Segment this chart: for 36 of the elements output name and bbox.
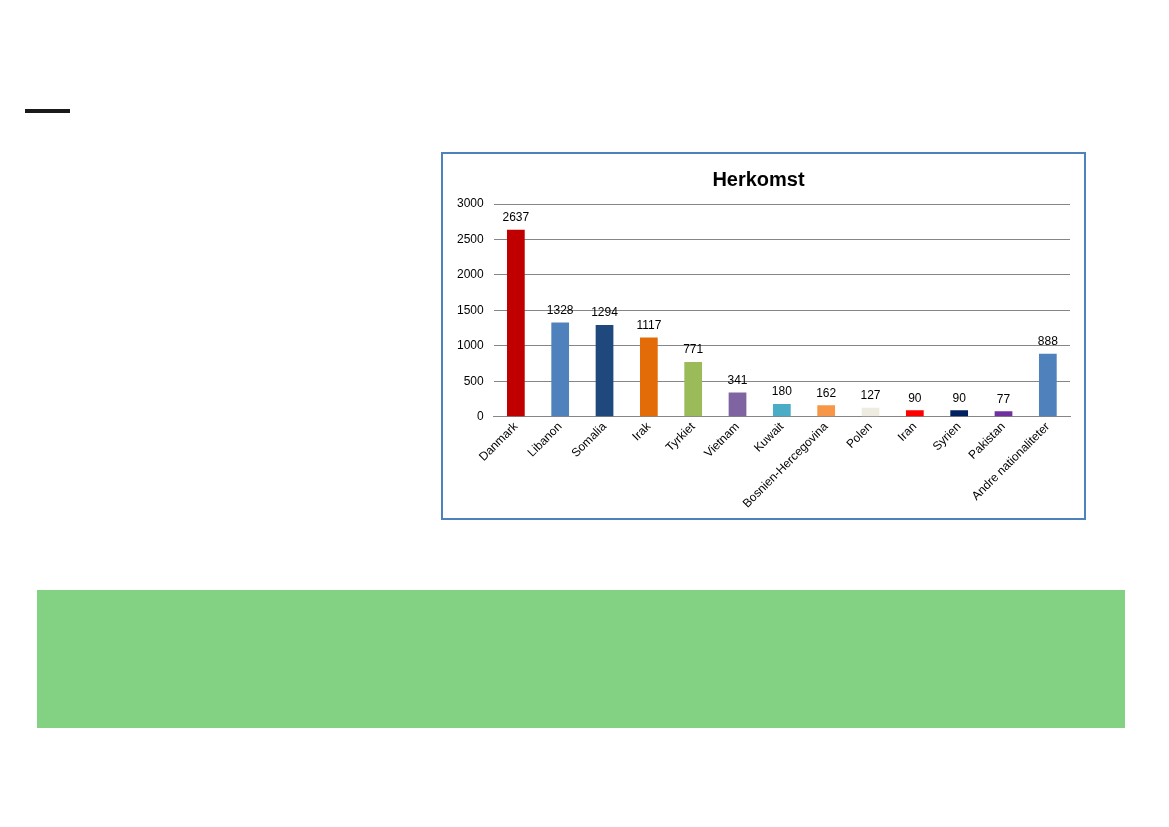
data-label: 180: [771, 384, 793, 399]
x-tick-label: Iran: [894, 419, 920, 444]
bar: [595, 324, 614, 417]
bar: [684, 362, 703, 417]
y-tick-label: 2500: [456, 231, 485, 246]
data-label: 1117: [636, 317, 662, 332]
bar: [861, 407, 880, 417]
bar: [639, 337, 658, 417]
data-label: 2637: [502, 210, 530, 225]
data-label: 771: [683, 342, 704, 357]
data-label: 888: [1037, 334, 1059, 349]
data-label: 77: [996, 391, 1011, 406]
y-tick-label: 2000: [456, 267, 485, 282]
bar: [817, 405, 836, 417]
data-label: 1328: [546, 302, 574, 317]
bar: [728, 392, 747, 417]
data-label: 341: [727, 372, 748, 387]
bar: [507, 229, 525, 417]
y-tick-label: 1000: [456, 338, 485, 353]
y-tick-label: 3000: [456, 196, 485, 211]
data-label: 162: [816, 385, 837, 400]
bar: [551, 322, 570, 417]
y-tick-label: 0: [477, 409, 485, 423]
bar: [994, 411, 1013, 417]
data-label: 90: [908, 390, 922, 405]
y-tick-label: 1500: [456, 302, 485, 317]
data-label: 1294: [591, 305, 619, 320]
y-tick-label: 500: [463, 373, 485, 388]
bar: [950, 410, 969, 417]
chart-title: Herkomst: [712, 167, 805, 190]
data-label: 90: [952, 390, 967, 405]
bar: [905, 410, 924, 417]
bar: [772, 403, 791, 417]
bar: [1038, 353, 1057, 417]
x-tick-label: Irak: [629, 418, 655, 444]
data-label: 127: [860, 388, 881, 402]
